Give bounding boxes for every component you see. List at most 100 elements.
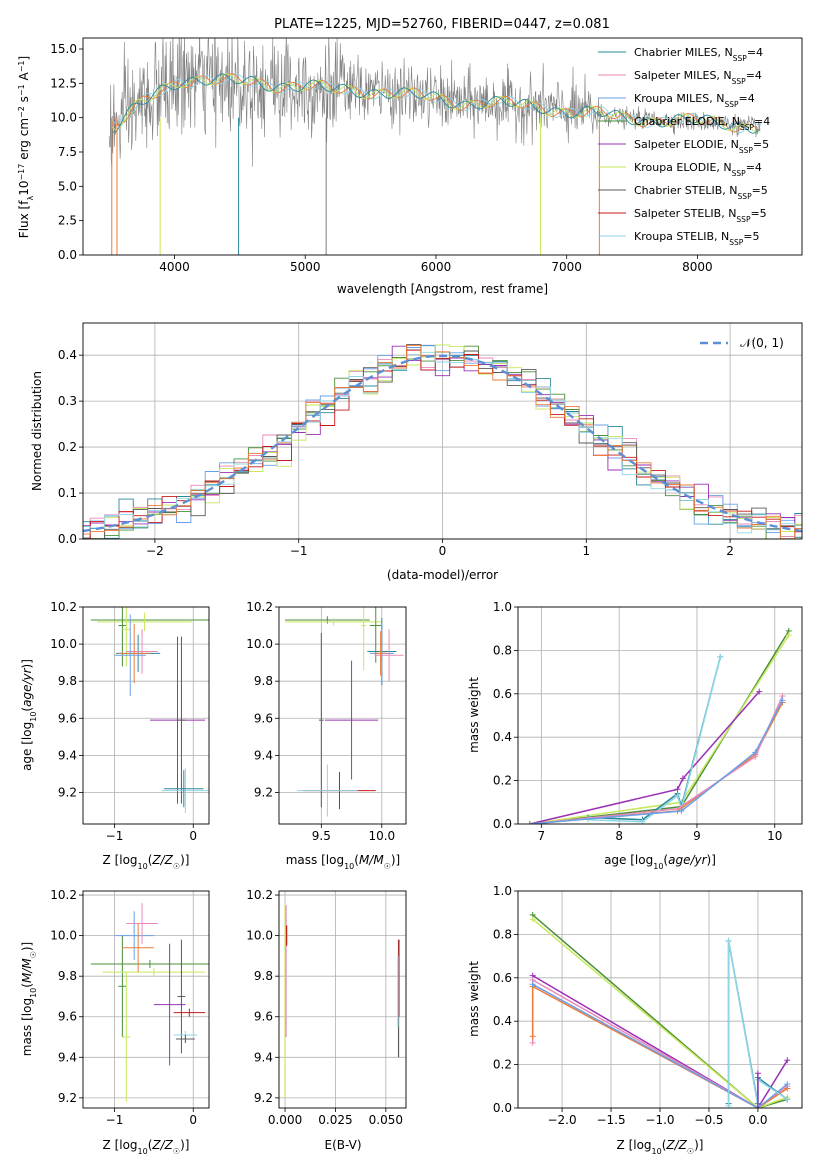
x-axis-label: mass [log10(M/M☉)]	[286, 853, 401, 871]
axes-frame	[82, 37, 803, 256]
y-tick-label: 1.0	[493, 884, 512, 898]
data-point	[529, 981, 536, 988]
residual-histogram	[83, 345, 802, 539]
data-point	[679, 775, 686, 782]
x-tick-label: 0.025	[318, 1113, 352, 1127]
residual-histogram	[83, 344, 802, 533]
mass-weight-line	[531, 985, 788, 1108]
mass-weight-line	[532, 914, 788, 1108]
plot-area	[90, 607, 209, 813]
x-axis-label: (data-model)/error	[387, 568, 498, 582]
x-tick-label: 7000	[551, 260, 582, 274]
ticks: 7 8 9 10 0.0 0.2 0.4 0.6 0.8 1.0	[493, 600, 783, 843]
figure-title: PLATE=1225, MJD=52760, FIBERID=0447, z=0…	[274, 17, 610, 32]
y-tick-label: 10.0	[50, 111, 77, 125]
x-axis-label: Z [log10(Z/Z☉)]	[103, 853, 190, 871]
y-tick-label: 10.2	[50, 888, 77, 902]
y-tick-label: 0.0	[493, 817, 512, 831]
legend-entry: Chabrier ELODIE, NSSP=4	[634, 115, 770, 132]
data-point	[529, 1039, 536, 1046]
y-tick-label: 9.6	[58, 711, 77, 725]
panel-mass-ebv: 0.000 0.025 0.050 9.2 9.4 9.6 9.8 10.0 10.2 E(B-V…	[246, 888, 407, 1152]
grid	[279, 606, 406, 824]
legend: Chabrier MILES, NSSP=4 Salpeter MILES, NS…	[598, 46, 770, 247]
model-spectrum	[111, 73, 761, 133]
plot-area	[284, 905, 400, 1098]
y-tick-label: 9.2	[58, 1091, 77, 1105]
y-tick-label: 10.2	[50, 600, 77, 614]
panel-residuals: −2 −1 0 1 2 0.0 0.1 0.2 0.3 0.4 (data-model)/error…	[30, 322, 803, 582]
plot-area	[83, 344, 802, 539]
legend-entry: Chabrier MILES, NSSP=4	[634, 46, 763, 63]
x-tick-label: 0	[189, 1113, 197, 1127]
x-tick-label: 0	[189, 829, 197, 843]
y-tick-label: 12.5	[50, 76, 77, 90]
y-tick-label: 0.1	[58, 486, 77, 500]
x-tick-label: −2	[146, 544, 164, 558]
x-axis-label: age [log10(age/yr)]	[604, 853, 716, 871]
legend-entry: Kroupa STELIB, NSSP=5	[634, 230, 759, 247]
panel-age-mass: 9.5 10.0 9.2 9.4 9.6 9.8 10.0 10.2 mass [log10(M…	[246, 600, 407, 871]
ticks: −1 0 9.2 9.4 9.6 9.8 10.0 10.2	[50, 888, 197, 1127]
y-tick-label: 0.6	[493, 687, 512, 701]
y-tick-label: 0.8	[493, 927, 512, 941]
x-axis-label: wavelength [Angstrom, rest frame]	[337, 282, 548, 296]
panel-spectrum: 4000 5000 6000 7000 8000 0.0 2.5 5.0 7.5 10.0 12.5…	[17, 37, 803, 296]
data-point	[529, 916, 536, 923]
ticks: 4000 5000 6000 7000 8000 0.0 2.5 5.0 7.5 10.0 12.5…	[50, 42, 712, 274]
y-tick-label: 9.6	[254, 711, 273, 725]
x-axis-label: Z [log10(Z/Z☉)]	[617, 1138, 704, 1156]
y-tick-label: 0.0	[493, 1101, 512, 1115]
grid	[83, 891, 209, 1108]
x-tick-label: −1	[290, 544, 308, 558]
x-tick-label: 10	[767, 829, 782, 843]
y-axis-label: mass weight	[467, 677, 481, 753]
y-tick-label: 0.4	[493, 730, 512, 744]
panel-mw-Z: −2.0 −1.5 −1.0 −0.5 0.0 0.0 0.2 0.4 0.6 0.8 1.0 Z […	[467, 884, 803, 1156]
data-point	[717, 653, 724, 660]
x-tick-label: 8000	[682, 260, 713, 274]
axes-frame	[82, 890, 210, 1109]
observed-spectrum	[108, 38, 761, 167]
ticks: −2.0 −1.5 −1.0 −0.5 0.0 0.0 0.2 0.4 0.6 0.8 1.0	[493, 884, 768, 1127]
y-tick-label: 7.5	[58, 145, 77, 159]
y-tick-label: 0.4	[58, 348, 77, 362]
data-point	[678, 807, 685, 814]
y-tick-label: 0.0	[58, 248, 77, 262]
legend-entry: Kroupa MILES, NSSP=4	[634, 92, 755, 109]
y-tick-label: 9.8	[254, 969, 273, 983]
x-tick-label: −2.0	[547, 1113, 576, 1127]
y-tick-label: 9.4	[58, 1050, 77, 1064]
mass-weight-line	[587, 656, 722, 823]
plot-area	[526, 627, 792, 824]
legend-entry: 𝒩(0, 1)	[740, 336, 784, 350]
grid	[279, 891, 406, 1108]
y-tick-label: 9.2	[58, 785, 77, 799]
y-tick-label: 9.4	[254, 748, 273, 762]
y-axis-label: mass weight	[467, 961, 481, 1037]
y-tick-label: 10.0	[246, 637, 273, 651]
y-axis-label: mass [log10(M/M☉)]	[20, 942, 38, 1057]
y-tick-label: 5.0	[58, 179, 77, 193]
legend-entry: Kroupa ELODIE, NSSP=4	[634, 161, 762, 178]
y-axis-label: Flux [fλ10−17 erg cm−2 s−1 A−1]	[17, 56, 35, 238]
data-point	[752, 749, 759, 756]
panel-mass-Z: −1 0 9.2 9.4 9.6 9.8 10.0 10.2 Z [log10(Z/Z☉)] ma…	[20, 888, 210, 1156]
data-point	[756, 688, 763, 695]
legend-entry: Salpeter MILES, NSSP=4	[634, 69, 762, 86]
data-point	[784, 1057, 791, 1064]
x-tick-label: 4000	[159, 260, 190, 274]
y-tick-label: 9.8	[254, 674, 273, 688]
y-tick-label: 9.2	[254, 785, 273, 799]
axes-frame	[82, 322, 803, 540]
plot-area	[529, 911, 791, 1108]
model-spectrum	[111, 73, 761, 134]
x-tick-label: 8	[615, 829, 623, 843]
residual-histogram	[83, 345, 802, 539]
data-point	[725, 937, 732, 944]
y-axis-label: age [log10(age/yr)]	[20, 659, 38, 771]
axes-frame	[517, 890, 803, 1109]
mass-weight-line	[529, 691, 760, 824]
y-tick-label: 9.8	[58, 969, 77, 983]
